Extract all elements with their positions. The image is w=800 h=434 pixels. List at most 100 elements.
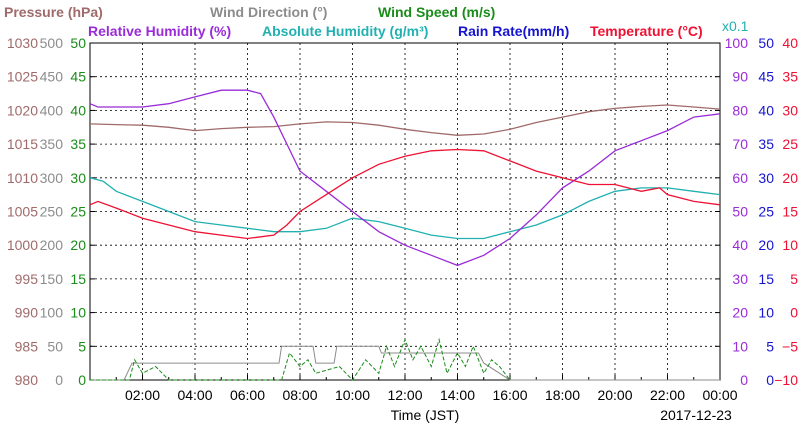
x-tick-label: 02:00: [125, 387, 160, 403]
tick-label-wind_speed: 45: [70, 69, 86, 85]
date-label: 2017-12-23: [660, 407, 732, 423]
x-tick-label: 22:00: [650, 387, 685, 403]
legend-item-2: Wind Speed (m/s): [378, 4, 495, 20]
tick-label-rain: 40: [758, 102, 774, 118]
tick-label-wind_speed: 10: [70, 305, 86, 321]
tick-label-humidity: 70: [732, 136, 748, 152]
tick-label-rain: 10: [758, 305, 774, 321]
tick-label-rain: 20: [758, 237, 774, 253]
tick-label-temperature: 0: [790, 305, 798, 321]
legend-item-5: Rain Rate(mm/h): [458, 23, 569, 39]
tick-label-wind_direction: 200: [40, 237, 64, 253]
tick-label-wind_speed: 0: [78, 372, 86, 388]
legend-item-3: Relative Humidity (%): [88, 23, 231, 39]
tick-label-humidity: 40: [732, 237, 748, 253]
series-line-pressure-hpa: [89, 104, 721, 136]
tick-label-rain: 0: [766, 372, 774, 388]
x-tick-label: 06:00: [230, 387, 265, 403]
tick-label-pressure: 1030: [7, 35, 38, 51]
tick-label-humidity: 30: [732, 271, 748, 287]
tick-label-humidity: 90: [732, 69, 748, 85]
tick-label-temperature: −10: [774, 372, 798, 388]
legend-row-2: Relative Humidity (%) Absolute Humidity (…: [88, 23, 703, 39]
tick-label-humidity: 0: [740, 372, 748, 388]
legend-item-4: Absolute Humidity (g/m³): [262, 23, 428, 39]
tick-label-wind_speed: 25: [70, 204, 86, 220]
tick-label-rain: 5: [766, 338, 774, 354]
tick-label-wind_speed: 50: [70, 35, 86, 51]
tick-label-humidity: 100: [725, 35, 749, 51]
tick-label-wind_direction: 150: [40, 271, 64, 287]
tick-label-wind_direction: 0: [55, 372, 63, 388]
tick-label-humidity: 80: [732, 102, 748, 118]
tick-label-temperature: −5: [782, 338, 798, 354]
x-tick-label: 18:00: [545, 387, 580, 403]
tick-label-pressure: 1025: [7, 69, 38, 85]
tick-label-temperature: 30: [782, 102, 798, 118]
tick-label-temperature: 10: [782, 237, 798, 253]
tick-label-wind_speed: 20: [70, 237, 86, 253]
tick-label-pressure: 1020: [7, 102, 38, 118]
tick-label-wind_speed: 5: [78, 338, 86, 354]
right-axes: 1009080706050403020100504540353025201510…: [715, 35, 798, 388]
tick-label-wind_direction: 100: [40, 305, 64, 321]
series-line-absolute-humidity-g-m: [89, 177, 721, 240]
tick-label-wind_speed: 15: [70, 271, 86, 287]
tick-label-temperature: 15: [782, 204, 798, 220]
x-tick-label: 14:00: [440, 387, 475, 403]
legend-item-6: Temperature (°C): [590, 23, 703, 39]
legend-item-0: Pressure (hPa): [4, 4, 103, 20]
series-line-wind-speed-m-s: [90, 337, 511, 381]
tick-label-wind_direction: 50: [47, 338, 63, 354]
tick-label-humidity: 60: [732, 170, 748, 186]
tick-label-rain: 50: [758, 35, 774, 51]
tick-label-wind_speed: 35: [70, 136, 86, 152]
series-line-relative-humidity: [89, 89, 721, 267]
legend-row-1: Pressure (hPa) Wind Direction (°) Wind Spe…: [4, 4, 495, 20]
tick-label-rain: 15: [758, 271, 774, 287]
x-axis: 02:00 04:00 06:00 08:00 10:00 12:00 14:00 16:00…: [115, 375, 738, 403]
tick-label-rain: 45: [758, 69, 774, 85]
x-tick-label: 16:00: [492, 387, 527, 403]
tick-label-wind_speed: 40: [70, 102, 86, 118]
series-line-wind-direction: [90, 345, 720, 381]
x-tick-label: 12:00: [387, 387, 422, 403]
x-axis-label: Time (JST): [391, 407, 460, 423]
humidity-axis-note: x0.1: [722, 18, 749, 34]
x-tick-label: 04:00: [177, 387, 212, 403]
tick-label-wind_direction: 450: [40, 69, 64, 85]
tick-label-pressure: 995: [15, 271, 39, 287]
tick-label-wind_speed: 30: [70, 170, 86, 186]
legend-item-1: Wind Direction (°): [210, 4, 327, 20]
grid: [90, 43, 720, 380]
tick-label-temperature: 40: [782, 35, 798, 51]
tick-label-temperature: 25: [782, 136, 798, 152]
tick-label-temperature: 35: [782, 69, 798, 85]
x-tick-label: 08:00: [282, 387, 317, 403]
tick-label-pressure: 1015: [7, 136, 38, 152]
x-tick-label: 20:00: [597, 387, 632, 403]
series-line-temperature-c: [89, 148, 721, 240]
series-lines: [89, 89, 721, 381]
x-tick-label: 00:00: [702, 387, 737, 403]
tick-label-wind_direction: 250: [40, 204, 64, 220]
tick-label-temperature: 20: [782, 170, 798, 186]
tick-label-pressure: 990: [15, 305, 39, 321]
x-tick-label: 10:00: [335, 387, 370, 403]
tick-label-humidity: 20: [732, 305, 748, 321]
tick-label-wind_direction: 300: [40, 170, 64, 186]
tick-label-wind_direction: 400: [40, 102, 64, 118]
tick-label-pressure: 985: [15, 338, 39, 354]
tick-label-rain: 35: [758, 136, 774, 152]
tick-label-temperature: 5: [790, 271, 798, 287]
tick-label-rain: 25: [758, 204, 774, 220]
tick-label-wind_direction: 350: [40, 136, 64, 152]
tick-label-pressure: 980: [15, 372, 39, 388]
tick-label-pressure: 1000: [7, 237, 38, 253]
tick-label-pressure: 1005: [7, 204, 38, 220]
tick-label-humidity: 10: [732, 338, 748, 354]
left-axes: 1030102510201015101010051000995990985980…: [7, 35, 95, 388]
tick-label-wind_direction: 500: [40, 35, 64, 51]
tick-label-pressure: 1010: [7, 170, 38, 186]
